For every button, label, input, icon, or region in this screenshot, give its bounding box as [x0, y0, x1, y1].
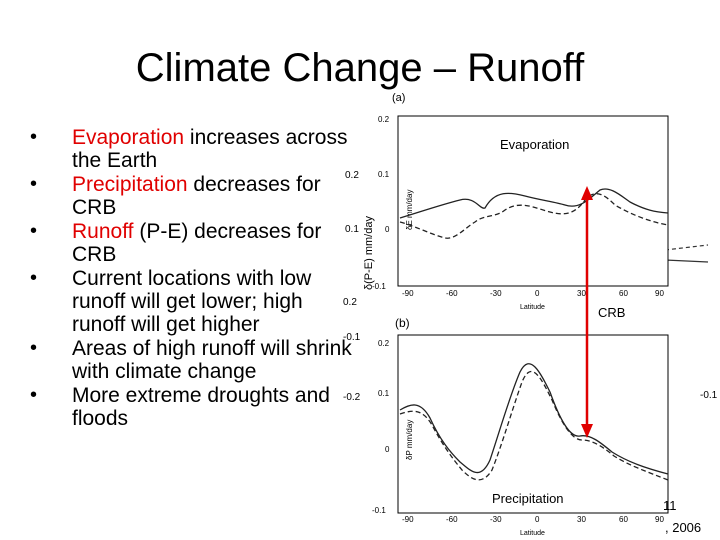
- precip-xlabel: Latitude: [520, 530, 545, 537]
- pe-ylabel: δ(P-E) mm/day: [363, 216, 375, 290]
- pe-tick-label: -0.1: [343, 332, 361, 343]
- precipitation-annotation: Precipitation: [492, 491, 564, 506]
- bullet-list: Evaporation increases across the Earth P…: [28, 126, 358, 431]
- pe-tick-label: 0.1: [345, 224, 359, 235]
- evap-panel: (a) 0.2 0.1 0 -0.1 δE mm/day -90 -60 -30…: [372, 92, 669, 311]
- bullet-item: Precipitation decreases for CRB: [28, 173, 358, 219]
- evap-tick-label: 0: [385, 225, 390, 234]
- precip-xtick: -30: [490, 515, 502, 524]
- evap-xtick: 0: [535, 289, 540, 298]
- pe-tick-label: 0.2: [345, 170, 359, 181]
- bullet-text: Current locations with low runoff will g…: [72, 267, 312, 336]
- evap-xtick: -30: [490, 289, 502, 298]
- evap-xtick: 30: [577, 289, 586, 298]
- bullet-highlight: Runoff: [72, 220, 134, 243]
- bullet-text: increases across the Earth: [72, 126, 348, 172]
- precip-tick-label: 0: [385, 445, 390, 454]
- panel-b-label: (b): [395, 316, 410, 330]
- precip-xtick: 0: [535, 515, 540, 524]
- bullet-text: Areas of high runoff will shrink with cl…: [72, 337, 352, 383]
- precip-xtick: -90: [402, 515, 414, 524]
- evap-xtick: -90: [402, 289, 414, 298]
- evap-xtick: 90: [655, 289, 664, 298]
- evap-tick-label: 0.2: [378, 115, 390, 124]
- precip-xtick: 30: [577, 515, 586, 524]
- bullet-text: (P-E) decreases for CRB: [72, 220, 322, 266]
- evap-tick-label: -0.1: [372, 282, 386, 291]
- bullet-item: Runoff (P-E) decreases for CRB: [28, 220, 358, 266]
- evap-ylabel: δE mm/day: [405, 190, 414, 230]
- precip-tick-label: 0.2: [378, 339, 390, 348]
- citation-fragment: , 2006: [665, 520, 701, 535]
- evap-tick-label: 0.1: [378, 170, 390, 179]
- pe-tick-label: -0.2: [343, 392, 361, 403]
- bullet-item: Areas of high runoff will shrink with cl…: [28, 337, 358, 383]
- slide-number: 11: [663, 498, 677, 513]
- pe-tick-label: 0.2: [343, 297, 357, 308]
- crb-annotation: CRB: [598, 305, 625, 320]
- bullet-item: Evaporation increases across the Earth: [28, 126, 358, 172]
- bullet-highlight: Evaporation: [72, 126, 185, 149]
- pe-tick-label: -0.1: [700, 390, 718, 401]
- bullet-text: decreases for CRB: [72, 173, 321, 219]
- crb-arrow: [581, 186, 593, 438]
- bullet-item: Current locations with low runoff will g…: [28, 267, 358, 336]
- slide-title: Climate Change – Runoff: [135, 46, 585, 90]
- bullet-text: More extreme droughts and floods: [72, 384, 330, 430]
- precip-tick-label: -0.1: [372, 506, 386, 515]
- precip-xtick: -60: [446, 515, 458, 524]
- precip-panel: (b) 0.2 0.1 0 -0.1 δP mm/day -90 -60 -30…: [372, 316, 669, 537]
- precip-ylabel: δP mm/day: [405, 420, 414, 460]
- panel-a-label: (a): [392, 92, 405, 104]
- precip-xtick: 90: [655, 515, 664, 524]
- bullet-highlight: Precipitation: [72, 173, 188, 196]
- evap-xlabel: Latitude: [520, 304, 545, 311]
- evaporation-annotation: Evaporation: [500, 137, 569, 152]
- precip-tick-label: 0.1: [378, 389, 390, 398]
- precip-xtick: 60: [619, 515, 628, 524]
- bullet-item: More extreme droughts and floods: [28, 384, 358, 430]
- evap-xtick: 60: [619, 289, 628, 298]
- evap-xtick: -60: [446, 289, 458, 298]
